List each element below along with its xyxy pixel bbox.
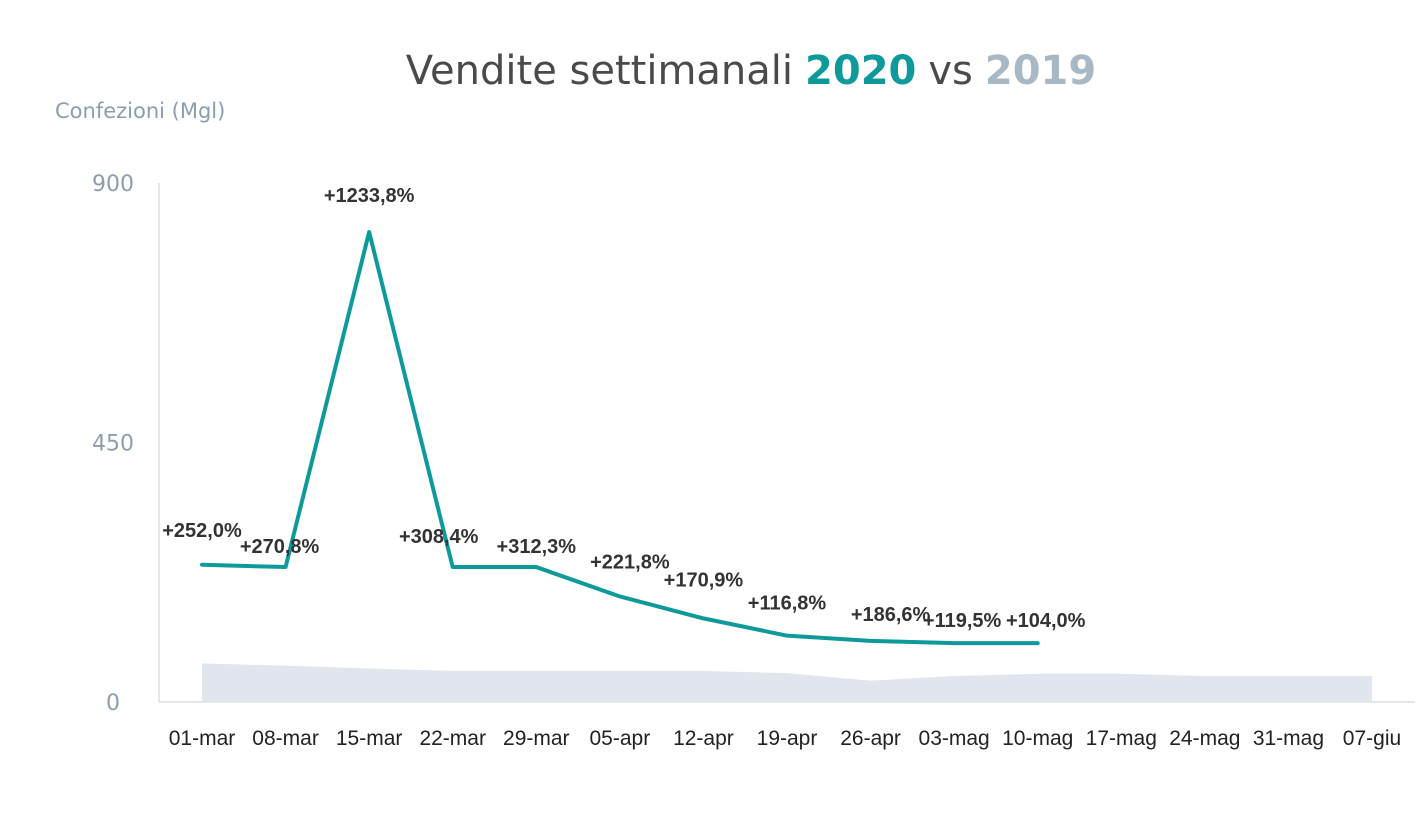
chart-title-vs: vs bbox=[928, 48, 973, 94]
x-tick-label: 29-mar bbox=[503, 727, 570, 750]
x-tick-label: 03-mag bbox=[919, 727, 990, 750]
x-tick-label: 15-mar bbox=[336, 727, 403, 750]
x-tick-label: 05-apr bbox=[590, 727, 651, 750]
x-tick-label: 22-mar bbox=[419, 727, 486, 750]
x-tick-label: 17-mag bbox=[1086, 727, 1157, 750]
data-label: +221,8% bbox=[590, 551, 670, 573]
data-label: +116,8% bbox=[748, 593, 827, 615]
x-tick-label: 01-mar bbox=[169, 727, 236, 750]
data-label: +1233,8% bbox=[324, 185, 415, 207]
y-tick-label: 450 bbox=[92, 432, 134, 457]
data-label: +252,0% bbox=[162, 520, 242, 542]
series-2019-area bbox=[202, 663, 1372, 702]
y-tick-labels: 0 450 900 bbox=[92, 172, 134, 716]
x-tick-label: 07-giu bbox=[1343, 727, 1401, 750]
y-tick-label: 900 bbox=[92, 172, 134, 197]
data-label: +312,3% bbox=[497, 536, 577, 558]
y-axis-label: Confezioni (Mgl) bbox=[55, 99, 225, 123]
data-labels: +252,0%+270,8% +1233,8% +308,4% +312,3% +221… bbox=[162, 185, 1085, 632]
data-label: +170,9% bbox=[664, 569, 744, 591]
chart-title-year-2019: 2019 bbox=[985, 48, 1096, 94]
chart-title: Vendite settimanali 2020 vs 2019 bbox=[406, 48, 1096, 94]
y-tick-label: 0 bbox=[106, 691, 120, 716]
x-tick-label: 31-mag bbox=[1253, 727, 1324, 750]
x-tick-label: 12-apr bbox=[673, 727, 734, 750]
x-tick-label: 10-mag bbox=[1002, 727, 1073, 750]
data-label: +186,6% bbox=[851, 604, 931, 626]
series-2020-line-layer bbox=[200, 230, 1040, 646]
x-tick-label: 24-mag bbox=[1169, 727, 1240, 750]
x-tick-label: 08-mar bbox=[252, 727, 319, 750]
x-tick-labels: 01-mar 08-mar 15-mar 22-mar 29-mar 05-apr 12-a… bbox=[169, 727, 1401, 750]
series-2019-area-layer bbox=[202, 663, 1372, 702]
data-label: +104,0% bbox=[1006, 610, 1086, 632]
chart-title-prefix: Vendite settimanali bbox=[406, 48, 793, 94]
series-2020-line bbox=[200, 230, 1040, 646]
x-tick-label: 19-apr bbox=[757, 727, 818, 750]
x-tick-label: 26-apr bbox=[840, 727, 901, 750]
data-label: +270,8% bbox=[240, 536, 320, 558]
data-label: +119,5% bbox=[923, 610, 1002, 632]
chart-title-year-2020: 2020 bbox=[805, 48, 916, 94]
data-label: +308,4% bbox=[399, 526, 479, 548]
